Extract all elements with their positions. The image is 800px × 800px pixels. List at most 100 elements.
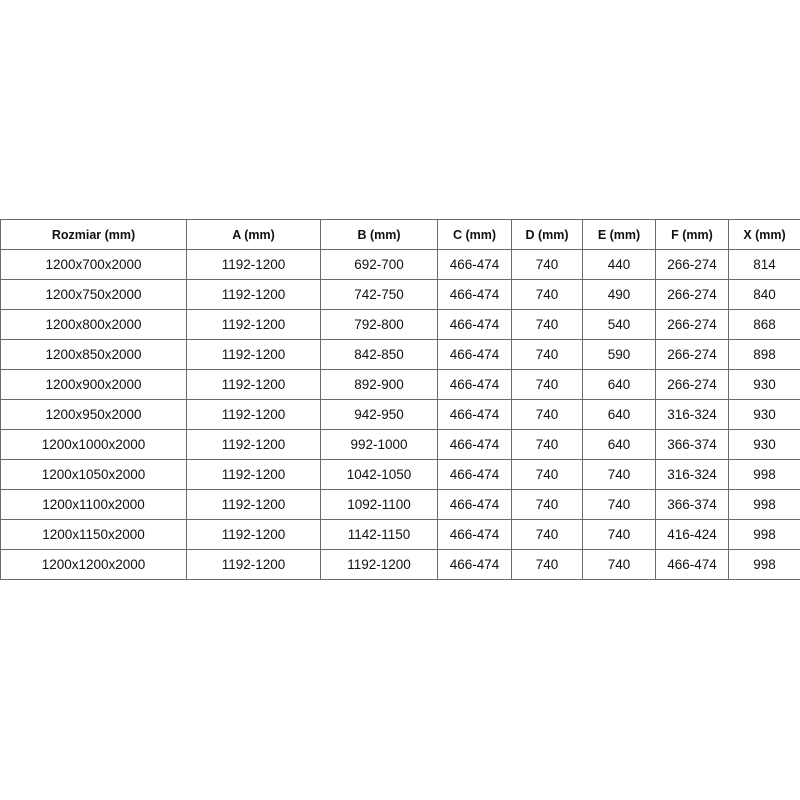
table-cell: 466-474 [437, 309, 512, 340]
table-cell: 740 [511, 519, 583, 550]
table-cell: 1200x900x2000 [0, 369, 187, 400]
table-cell: 740 [511, 339, 583, 370]
table-cell: 466-474 [437, 519, 512, 550]
table-cell: 266-274 [655, 249, 729, 280]
column-header: X (mm) [728, 219, 800, 250]
table-cell: 740 [511, 369, 583, 400]
table-cell: 266-274 [655, 369, 729, 400]
table-cell: 740 [511, 429, 583, 460]
table-cell: 842-850 [320, 339, 438, 370]
table-cell: 266-274 [655, 339, 729, 370]
table-cell: 1200x950x2000 [0, 399, 187, 430]
column-header: A (mm) [186, 219, 321, 250]
table-row: 1200x1100x2000 1192-1200 1092-1100 466-474 7… [0, 489, 800, 520]
table-cell: 740 [582, 459, 656, 490]
table-cell: 898 [728, 339, 800, 370]
table-cell: 740 [582, 489, 656, 520]
table-cell: 316-324 [655, 399, 729, 430]
column-header: C (mm) [437, 219, 512, 250]
table-cell: 466-474 [437, 249, 512, 280]
table-cell: 1042-1050 [320, 459, 438, 490]
table-cell: 930 [728, 429, 800, 460]
column-header: B (mm) [320, 219, 438, 250]
table-cell: 740 [511, 489, 583, 520]
table-cell: 998 [728, 489, 800, 520]
table-cell: 1200x700x2000 [0, 249, 187, 280]
table-cell: 640 [582, 429, 656, 460]
table-cell: 1192-1200 [186, 339, 321, 370]
table-row: 1200x1050x2000 1192-1200 1042-1050 466-474 7… [0, 459, 800, 490]
table-cell: 740 [582, 549, 656, 580]
table-cell: 1192-1200 [186, 399, 321, 430]
table-cell: 1200x750x2000 [0, 279, 187, 310]
table-cell: 466-474 [437, 399, 512, 430]
table-row: 1200x800x2000 1192-1200 792-800 466-474 740 5… [0, 309, 800, 340]
table-cell: 998 [728, 549, 800, 580]
table-cell: 466-474 [437, 459, 512, 490]
table-cell: 998 [728, 519, 800, 550]
table-cell: 930 [728, 399, 800, 430]
table-cell: 740 [511, 459, 583, 490]
table-cell: 692-700 [320, 249, 438, 280]
table-cell: 1192-1200 [186, 489, 321, 520]
table-row: 1200x1150x2000 1192-1200 1142-1150 466-474 7… [0, 519, 800, 550]
table-cell: 266-274 [655, 309, 729, 340]
table-cell: 466-474 [655, 549, 729, 580]
table-row: 1200x950x2000 1192-1200 942-950 466-474 740 6… [0, 399, 800, 430]
table-cell: 942-950 [320, 399, 438, 430]
table-cell: 466-474 [437, 489, 512, 520]
table-cell: 366-374 [655, 489, 729, 520]
table-cell: 1192-1200 [186, 549, 321, 580]
table-cell: 1200x1150x2000 [0, 519, 187, 550]
table-cell: 740 [582, 519, 656, 550]
table-cell: 1200x1000x2000 [0, 429, 187, 460]
table-cell: 740 [511, 249, 583, 280]
table-cell: 1192-1200 [186, 279, 321, 310]
table-cell: 466-474 [437, 339, 512, 370]
table-cell: 1142-1150 [320, 519, 438, 550]
column-header: F (mm) [655, 219, 729, 250]
table-cell: 490 [582, 279, 656, 310]
table-cell: 740 [511, 309, 583, 340]
table-cell: 1192-1200 [186, 309, 321, 340]
table-cell: 792-800 [320, 309, 438, 340]
table-cell: 640 [582, 369, 656, 400]
table-row: 1200x850x2000 1192-1200 842-850 466-474 740 5… [0, 339, 800, 370]
table-cell: 540 [582, 309, 656, 340]
table-cell: 266-274 [655, 279, 729, 310]
table-cell: 440 [582, 249, 656, 280]
header-row: Rozmiar (mm) A (mm) B (mm) C (mm) D (mm) E (m… [0, 219, 800, 250]
table-cell: 316-324 [655, 459, 729, 490]
table-cell: 1192-1200 [186, 429, 321, 460]
dimensions-table: Rozmiar (mm) A (mm) B (mm) C (mm) D (mm) E (m… [0, 219, 800, 580]
table-cell: 1200x850x2000 [0, 339, 187, 370]
table-cell: 590 [582, 339, 656, 370]
table-cell: 466-474 [437, 549, 512, 580]
table-cell: 1192-1200 [320, 549, 438, 580]
table-cell: 740 [511, 549, 583, 580]
table-cell: 740 [511, 279, 583, 310]
table-cell: 740 [511, 399, 583, 430]
table-cell: 640 [582, 399, 656, 430]
column-header: D (mm) [511, 219, 583, 250]
table-cell: 840 [728, 279, 800, 310]
table-row: 1200x900x2000 1192-1200 892-900 466-474 740 6… [0, 369, 800, 400]
table-cell: 1200x800x2000 [0, 309, 187, 340]
table-cell: 1200x1200x2000 [0, 549, 187, 580]
table-row: 1200x1000x2000 1192-1200 992-1000 466-474 74… [0, 429, 800, 460]
table-cell: 742-750 [320, 279, 438, 310]
table-cell: 868 [728, 309, 800, 340]
table-cell: 998 [728, 459, 800, 490]
table-cell: 366-374 [655, 429, 729, 460]
table-cell: 892-900 [320, 369, 438, 400]
table-cell: 930 [728, 369, 800, 400]
table-row: 1200x750x2000 1192-1200 742-750 466-474 740 4… [0, 279, 800, 310]
table-cell: 1200x1050x2000 [0, 459, 187, 490]
table-row: 1200x1200x2000 1192-1200 1192-1200 466-474 7… [0, 549, 800, 580]
table-cell: 1192-1200 [186, 459, 321, 490]
table-cell: 416-424 [655, 519, 729, 550]
table-cell: 1200x1100x2000 [0, 489, 187, 520]
table-cell: 466-474 [437, 279, 512, 310]
table-cell: 1092-1100 [320, 489, 438, 520]
table-cell: 466-474 [437, 369, 512, 400]
